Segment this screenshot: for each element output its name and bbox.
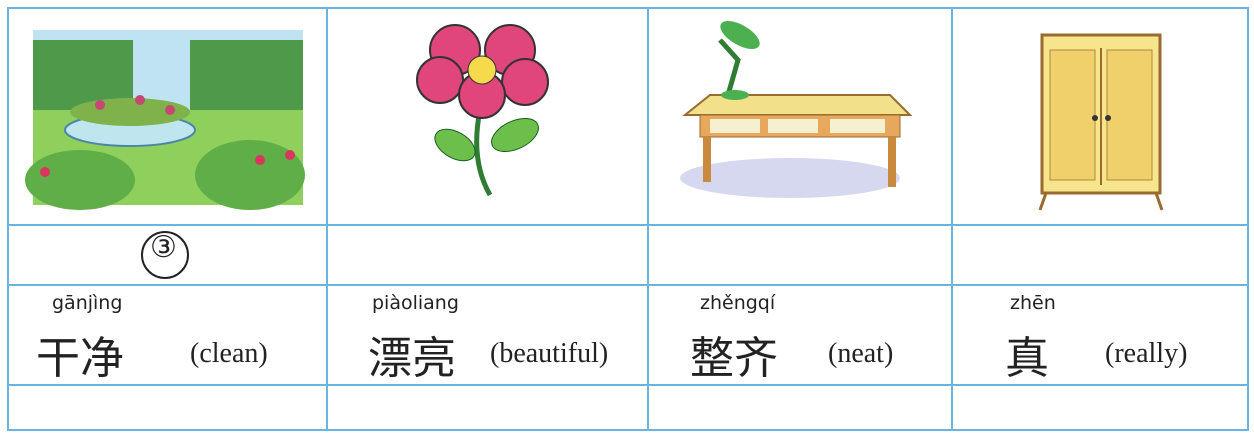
english: (beautiful) — [490, 338, 609, 369]
desk-picture — [680, 21, 913, 198]
pinyin: zhěngqí — [700, 292, 776, 314]
hanzi: 真 — [1005, 333, 1049, 384]
hanzi: 干净 — [36, 333, 124, 384]
english: (neat) — [828, 338, 894, 369]
flower-picture — [416, 24, 549, 197]
hanzi: 漂亮 — [368, 333, 456, 384]
answer-marker: ③ — [150, 230, 177, 265]
hanzi: 整齐 — [690, 333, 778, 384]
english: (really) — [1105, 338, 1188, 369]
pinyin: zhēn — [1010, 292, 1056, 314]
garden-picture — [25, 30, 305, 210]
pinyin: piàoliang — [372, 292, 459, 314]
table-lines — [7, 7, 1249, 431]
marker-circle — [141, 231, 189, 279]
english: (clean) — [190, 338, 268, 369]
wardrobe-picture — [1038, 33, 1164, 211]
pinyin: gānjìng — [52, 292, 123, 314]
